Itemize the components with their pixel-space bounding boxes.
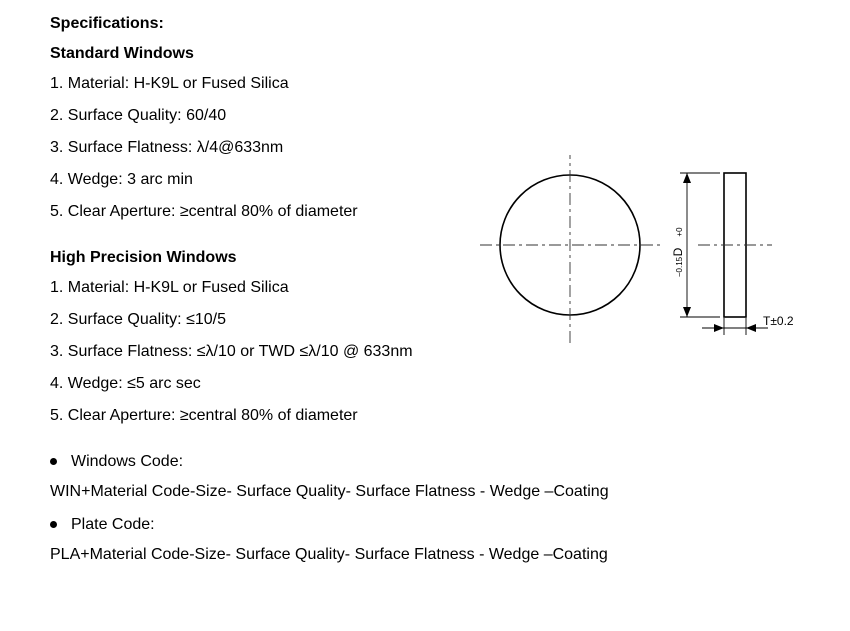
arrowhead-icon [683, 307, 691, 317]
item-number: 5. [50, 203, 63, 220]
item-text: Surface Quality: ≤10/5 [68, 311, 226, 328]
item-number: 3. [50, 139, 63, 156]
item-text: Clear Aperture: ≥central 80% of diameter [68, 203, 358, 220]
item-text: Surface Quality: 60/40 [68, 107, 226, 124]
dim-d-tol-top: +0 [675, 227, 684, 237]
item-text: Surface Flatness: λ/4@633nm [68, 139, 283, 156]
list-item: 4. Wedge: ≤5 arc sec [50, 375, 800, 393]
arrowhead-icon [746, 324, 756, 332]
plate-code-label-line: Plate Code: [50, 516, 800, 534]
plate-code-text: PLA+Material Code-Size- Surface Quality-… [50, 546, 800, 564]
item-text: Clear Aperture: ≥central 80% of diameter [68, 407, 358, 424]
item-text: Wedge: ≤5 arc sec [68, 375, 201, 392]
dim-t-label: T±0.2 [763, 314, 794, 328]
windows-code-label-line: Windows Code: [50, 453, 800, 471]
list-item: 2. Surface Quality: 60/40 [50, 107, 800, 125]
standard-windows-heading: Standard Windows [50, 45, 800, 63]
bullet-icon [50, 521, 57, 528]
list-item: 1. Material: H-K9L or Fused Silica [50, 75, 800, 93]
item-number: 3. [50, 343, 63, 360]
item-text: Wedge: 3 arc min [68, 171, 193, 188]
item-number: 2. [50, 107, 63, 124]
arrowhead-icon [683, 173, 691, 183]
item-number: 4. [50, 375, 63, 392]
item-number: 4. [50, 171, 63, 188]
item-text: Material: H-K9L or Fused Silica [68, 279, 289, 296]
dim-d-tol-bottom: −0.15 [675, 256, 684, 277]
windows-code-label: Windows Code: [71, 453, 183, 470]
list-item: 5. Clear Aperture: ≥central 80% of diame… [50, 407, 800, 425]
item-number: 2. [50, 311, 63, 328]
item-number: 5. [50, 407, 63, 424]
plate-code-label: Plate Code: [71, 516, 155, 533]
dim-d-label: D [671, 247, 685, 256]
arrowhead-icon [714, 324, 724, 332]
bullet-icon [50, 458, 57, 465]
item-number: 1. [50, 75, 63, 92]
item-text: Surface Flatness: ≤λ/10 or TWD ≤λ/10 @ 6… [68, 343, 413, 360]
windows-code-text: WIN+Material Code-Size- Surface Quality-… [50, 483, 800, 501]
window-diagram: D +0 −0.15 T±0.2 [480, 155, 800, 355]
item-number: 1. [50, 279, 63, 296]
item-text: Material: H-K9L or Fused Silica [68, 75, 289, 92]
specifications-heading: Specifications: [50, 15, 800, 33]
codes-section: Windows Code: WIN+Material Code-Size- Su… [50, 453, 800, 564]
